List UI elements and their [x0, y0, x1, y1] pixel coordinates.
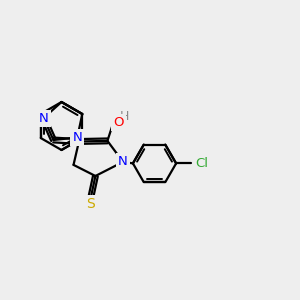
Text: O: O	[113, 116, 124, 129]
Text: N: N	[118, 155, 128, 168]
Text: N: N	[72, 131, 82, 144]
Text: N: N	[39, 112, 49, 124]
Text: S: S	[87, 197, 95, 212]
Text: H: H	[120, 110, 129, 123]
Text: Cl: Cl	[195, 157, 208, 170]
